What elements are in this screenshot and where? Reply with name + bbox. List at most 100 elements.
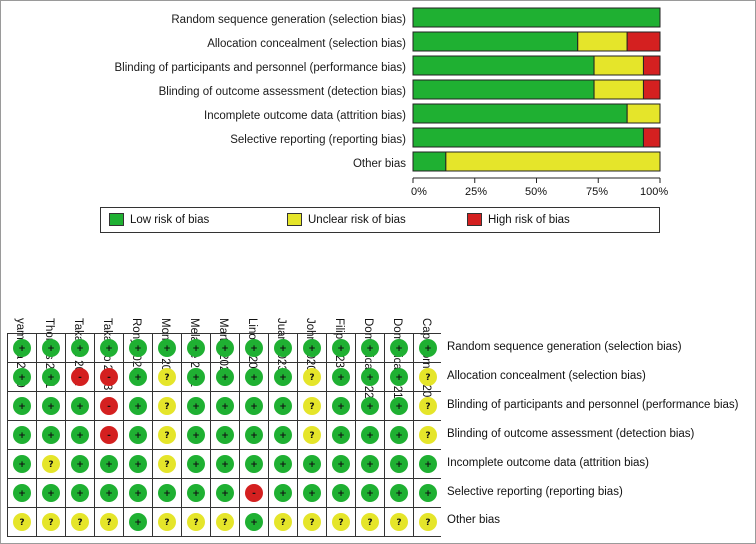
judgement-low xyxy=(216,368,234,386)
judgement-low xyxy=(245,455,263,473)
grid-row-label: Incomplete outcome data (attrition bias) xyxy=(447,457,649,469)
judgement-low xyxy=(42,426,60,444)
judgement-symbol: + xyxy=(308,489,316,499)
legend-swatch-unclear xyxy=(287,213,302,226)
judgement-symbol: ? xyxy=(338,518,343,528)
judgement-symbol: + xyxy=(18,489,26,499)
judgement-symbol: ? xyxy=(48,460,53,470)
judgement-symbol: + xyxy=(366,344,374,354)
judgement-symbol: + xyxy=(221,373,229,383)
study-label: Martin 2021 xyxy=(210,244,236,379)
judgement-symbol: + xyxy=(134,431,142,441)
judgement-unclear xyxy=(332,513,350,531)
judgement-low xyxy=(71,455,89,473)
judgement-symbol: + xyxy=(250,518,258,528)
bar-segment-low xyxy=(412,127,644,148)
judgement-symbol: + xyxy=(76,344,84,354)
judgement-symbol: + xyxy=(47,489,55,499)
judgement-symbol: ? xyxy=(164,460,169,470)
judgement-unclear xyxy=(100,513,118,531)
judgement-symbol: + xyxy=(366,431,374,441)
judgement-low xyxy=(361,397,379,415)
judgement-symbol: + xyxy=(250,431,258,441)
judgement-symbol: + xyxy=(250,402,258,412)
judgement-low xyxy=(158,339,176,357)
judgement-unclear xyxy=(303,426,321,444)
judgement-low xyxy=(332,368,350,386)
judgement-symbol: ? xyxy=(164,431,169,441)
judgement-symbol: + xyxy=(424,489,432,499)
judgement-symbol: + xyxy=(18,460,26,470)
judgement-low xyxy=(158,484,176,502)
x-tick-label: 75% xyxy=(586,186,609,198)
study-label: John 2020 xyxy=(297,244,323,372)
judgement-low xyxy=(187,455,205,473)
judgement-low xyxy=(274,484,292,502)
summary-row-label: Random sequence generation (selection bi… xyxy=(171,14,406,26)
judgement-low xyxy=(129,397,147,415)
judgement-symbol: + xyxy=(76,460,84,470)
bar-segment-low xyxy=(412,7,661,28)
judgement-symbol: + xyxy=(366,460,374,470)
judgement-symbol: + xyxy=(18,344,26,354)
judgement-low xyxy=(361,484,379,502)
bar-segment-unclear xyxy=(626,103,661,124)
judgement-symbol: + xyxy=(47,344,55,354)
judgement-symbol: + xyxy=(337,373,345,383)
judgement-low xyxy=(274,397,292,415)
judgement-unclear xyxy=(187,513,205,531)
judgement-symbol: + xyxy=(424,344,432,354)
judgement-low xyxy=(303,339,321,357)
judgement-low xyxy=(129,484,147,502)
judgement-symbol: + xyxy=(163,489,171,499)
judgement-low xyxy=(13,426,31,444)
judgement-symbol: ? xyxy=(396,518,401,528)
bar-segment-low xyxy=(412,79,595,100)
judgement-symbol: ? xyxy=(425,402,430,412)
judgement-symbol: + xyxy=(134,402,142,412)
judgement-low xyxy=(390,397,408,415)
study-label: Thomas 2021 xyxy=(36,244,62,388)
risk-of-bias-grid: + + + + + + + + + + + + + + + + + - - +? + + + +? + + + ? + + + - +? + + + +… xyxy=(7,333,441,537)
judgement-symbol: ? xyxy=(164,373,169,383)
study-label: Juan 2023 xyxy=(268,244,294,372)
judgement-symbol: + xyxy=(279,489,287,499)
judgement-symbol: ? xyxy=(309,373,314,383)
judgement-high xyxy=(245,484,263,502)
judgement-low xyxy=(419,484,437,502)
judgement-symbol: + xyxy=(279,402,287,412)
judgement-unclear xyxy=(71,513,89,531)
judgement-low xyxy=(13,455,31,473)
judgement-unclear xyxy=(158,513,176,531)
judgement-high xyxy=(100,426,118,444)
summary-row-label: Selective reporting (reporting bias) xyxy=(230,134,406,146)
judgement-unclear xyxy=(13,513,31,531)
judgement-low xyxy=(187,484,205,502)
judgement-low xyxy=(71,339,89,357)
judgement-low xyxy=(245,513,263,531)
judgement-low xyxy=(245,397,263,415)
judgement-symbol: + xyxy=(337,489,345,499)
judgement-symbol: + xyxy=(163,344,171,354)
judgement-low xyxy=(419,455,437,473)
judgement-unclear xyxy=(361,513,379,531)
judgement-low xyxy=(245,368,263,386)
judgement-symbol: + xyxy=(337,344,345,354)
judgement-symbol: + xyxy=(192,460,200,470)
bar-segment-high xyxy=(642,127,661,148)
judgement-unclear xyxy=(303,368,321,386)
bar-segment-high xyxy=(626,31,661,52)
judgement-unclear xyxy=(419,368,437,386)
judgement-high xyxy=(71,368,89,386)
grid-row-label: Other bias xyxy=(447,514,501,526)
judgement-symbol: + xyxy=(192,402,200,412)
summary-row-label: Blinding of outcome assessment (detectio… xyxy=(158,86,406,98)
judgement-symbol: ? xyxy=(425,373,430,383)
judgement-low xyxy=(129,455,147,473)
legend-swatch-low xyxy=(109,213,124,226)
bar-segment-unclear xyxy=(445,151,661,172)
x-tick-label: 100% xyxy=(640,186,669,198)
judgement-low xyxy=(187,426,205,444)
bar-segment-low xyxy=(412,31,579,52)
judgement-symbol: + xyxy=(395,460,403,470)
